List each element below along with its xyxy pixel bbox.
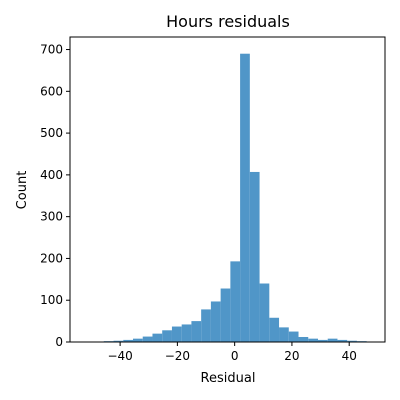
histogram-bar xyxy=(220,288,231,342)
histogram-bar xyxy=(123,339,133,342)
histogram-bar xyxy=(298,336,309,342)
histogram-bar xyxy=(249,171,260,342)
histogram-bar xyxy=(191,321,202,342)
x-axis-ticks: −40 −20 0 20 40 xyxy=(107,342,357,363)
histogram-bar xyxy=(347,340,357,342)
y-tick-label: 700 xyxy=(40,43,63,57)
histogram-bar xyxy=(142,336,153,342)
y-tick-label: 0 xyxy=(55,335,63,349)
histogram-bar xyxy=(113,340,124,342)
histogram-bar xyxy=(201,309,211,342)
y-tick-label: 300 xyxy=(40,210,63,224)
chart-title: Hours residuals xyxy=(166,12,290,31)
y-tick-label: 200 xyxy=(40,251,63,265)
histogram-bar xyxy=(152,333,163,342)
y-axis-ticks: 0 100 200 300 400 500 600 700 xyxy=(40,43,70,349)
histogram-bar xyxy=(308,338,318,342)
histogram-bar xyxy=(210,301,221,342)
y-tick-label: 100 xyxy=(40,293,63,307)
histogram-bar xyxy=(327,338,338,342)
histogram-bar xyxy=(230,261,241,342)
histogram-bar xyxy=(259,283,270,342)
histogram-bar xyxy=(171,326,182,342)
histogram-bar xyxy=(240,53,250,342)
x-tick-label: −40 xyxy=(107,349,132,363)
bars-group xyxy=(84,53,367,342)
histogram-bar xyxy=(269,317,280,342)
y-tick-label: 400 xyxy=(40,168,63,182)
histogram-bar xyxy=(288,331,299,342)
x-tick-label: 0 xyxy=(231,349,239,363)
histogram-bar xyxy=(279,327,289,342)
y-tick-label: 600 xyxy=(40,84,63,98)
histogram-bar xyxy=(133,338,143,342)
histogram-bar xyxy=(181,324,192,342)
y-axis-label: Count xyxy=(15,171,30,210)
histogram-bar xyxy=(162,330,172,342)
x-axis-label: Residual xyxy=(201,371,256,386)
x-tick-label: 40 xyxy=(342,349,357,363)
x-tick-label: −20 xyxy=(165,349,190,363)
y-tick-label: 500 xyxy=(40,126,63,140)
histogram-bar xyxy=(317,339,328,342)
x-tick-label: 20 xyxy=(284,349,299,363)
histogram-bar xyxy=(337,339,348,342)
plot-frame xyxy=(69,36,386,343)
